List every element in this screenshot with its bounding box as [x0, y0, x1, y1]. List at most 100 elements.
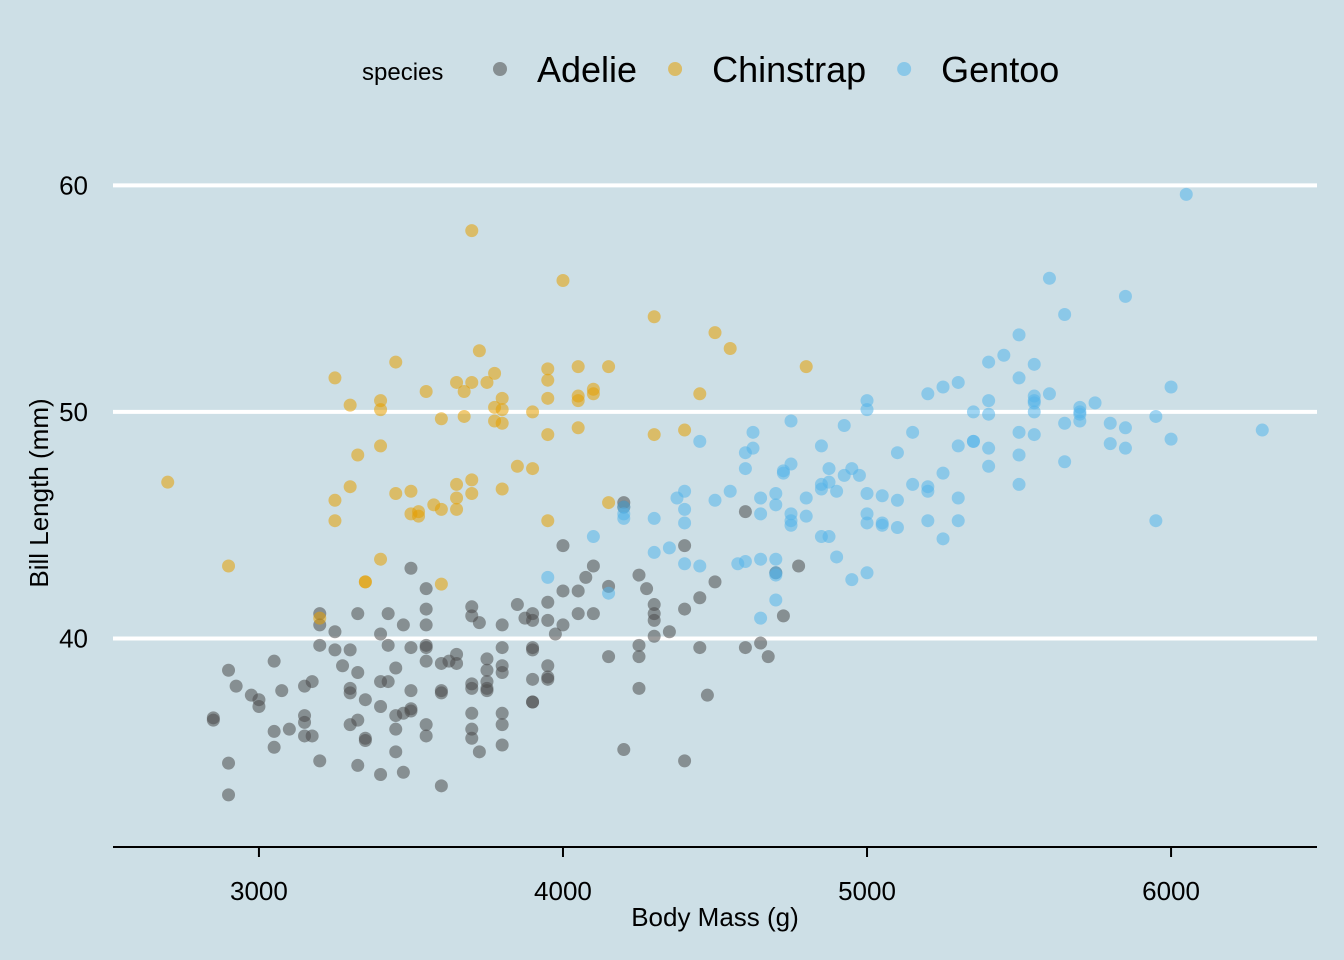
data-point	[351, 448, 365, 462]
data-point	[419, 729, 433, 743]
data-point	[746, 441, 760, 455]
data-point	[541, 613, 555, 627]
data-point	[450, 491, 464, 505]
data-point	[1012, 371, 1026, 385]
data-point	[488, 366, 502, 380]
data-point	[784, 518, 798, 532]
data-point	[313, 638, 327, 652]
data-point	[754, 507, 768, 521]
data-point	[267, 740, 281, 754]
data-point	[602, 496, 616, 510]
data-point	[738, 505, 752, 519]
data-point	[313, 754, 327, 768]
data-point	[678, 516, 692, 530]
data-point	[951, 375, 965, 389]
y-tick-label: 50	[59, 397, 88, 427]
data-point	[351, 666, 365, 680]
data-point	[754, 636, 768, 650]
data-point	[374, 552, 388, 566]
data-point	[374, 700, 388, 714]
data-point	[1058, 416, 1072, 430]
data-point	[906, 477, 920, 491]
data-point	[1012, 425, 1026, 439]
data-point	[761, 650, 775, 664]
data-point	[982, 394, 996, 408]
data-point	[480, 375, 494, 389]
data-point	[465, 706, 479, 720]
data-point	[890, 493, 904, 507]
y-ticks: 40 50 60	[59, 170, 88, 653]
data-point	[951, 491, 965, 505]
data-point	[328, 514, 342, 528]
data-point	[860, 507, 874, 521]
data-point	[495, 391, 509, 405]
data-point	[222, 663, 236, 677]
data-point	[776, 609, 790, 623]
data-point	[632, 681, 646, 695]
data-point	[1058, 307, 1072, 321]
data-points	[161, 187, 1269, 802]
data-point	[769, 593, 783, 607]
data-point	[678, 484, 692, 498]
data-point	[1027, 428, 1041, 442]
data-point	[541, 672, 555, 686]
data-point	[951, 514, 965, 528]
data-point	[434, 502, 448, 516]
data-point	[305, 729, 319, 743]
data-point	[860, 516, 874, 530]
data-point	[769, 487, 783, 500]
data-point	[1255, 423, 1269, 437]
data-point	[1088, 396, 1102, 410]
data-point	[1042, 387, 1056, 401]
data-point	[693, 641, 707, 655]
data-point	[396, 765, 410, 779]
data-point	[381, 675, 395, 689]
data-point	[571, 360, 585, 374]
data-point	[480, 675, 494, 689]
data-point	[450, 647, 464, 661]
data-point	[1012, 477, 1026, 491]
data-point	[556, 273, 570, 287]
data-point	[632, 638, 646, 652]
data-point	[632, 568, 646, 582]
data-point	[1027, 394, 1041, 408]
data-point	[541, 362, 555, 376]
data-point	[434, 779, 448, 793]
data-point	[358, 693, 372, 707]
data-point	[571, 394, 585, 408]
data-point	[1073, 414, 1087, 428]
data-point	[465, 722, 479, 736]
data-point	[1164, 432, 1178, 446]
data-point	[472, 745, 486, 759]
data-point	[754, 552, 768, 566]
data-point	[351, 758, 365, 772]
data-point	[480, 663, 494, 677]
data-point	[906, 425, 920, 439]
data-point	[336, 659, 350, 673]
data-point	[252, 700, 266, 714]
data-point	[419, 618, 433, 632]
data-point	[1149, 514, 1163, 528]
data-point	[678, 557, 692, 571]
data-point	[822, 530, 836, 544]
data-point	[450, 375, 464, 389]
data-point	[495, 718, 509, 732]
data-point	[860, 566, 874, 580]
data-point	[548, 627, 562, 641]
data-point	[419, 602, 433, 616]
data-point	[852, 468, 866, 482]
data-point	[966, 434, 980, 448]
data-point	[617, 743, 631, 757]
data-point	[495, 482, 509, 496]
legend-label-chinstrap: Chinstrap	[712, 49, 866, 90]
data-point	[480, 652, 494, 666]
data-point	[358, 575, 372, 589]
data-point	[328, 493, 342, 507]
data-point	[662, 625, 676, 639]
data-point	[457, 409, 471, 423]
data-point	[495, 641, 509, 655]
data-point	[738, 641, 752, 655]
data-point	[541, 391, 555, 405]
